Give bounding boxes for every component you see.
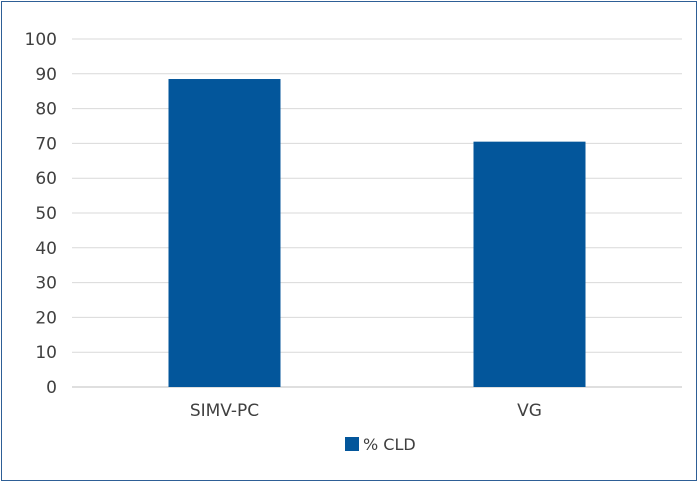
x-tick-label: VG — [517, 401, 542, 421]
y-axis-ticks: 0 10 20 30 40 50 60 70 80 90 100 — [25, 30, 57, 398]
legend-label: % CLD — [363, 435, 416, 454]
bar-vg — [473, 141, 586, 387]
y-tick-label: 90 — [35, 65, 57, 85]
y-tick-label: 0 — [46, 378, 57, 398]
y-tick-label: 20 — [35, 308, 57, 328]
x-axis-ticks: SIMV-PC VG — [190, 401, 542, 421]
bars — [168, 79, 586, 388]
y-tick-label: 70 — [35, 134, 57, 154]
y-tick-label: 50 — [35, 204, 57, 224]
legend-swatch — [345, 437, 359, 451]
y-tick-label: 80 — [35, 100, 57, 120]
y-tick-label: 100 — [25, 30, 57, 50]
gridlines — [72, 38, 682, 388]
x-tick-label: SIMV-PC — [190, 401, 259, 421]
y-tick-label: 40 — [35, 239, 57, 259]
y-tick-label: 60 — [35, 169, 57, 189]
y-tick-label: 30 — [35, 274, 57, 294]
legend: % CLD — [345, 435, 416, 454]
y-tick-label: 10 — [35, 343, 57, 363]
bar-simv-pc — [168, 79, 281, 388]
